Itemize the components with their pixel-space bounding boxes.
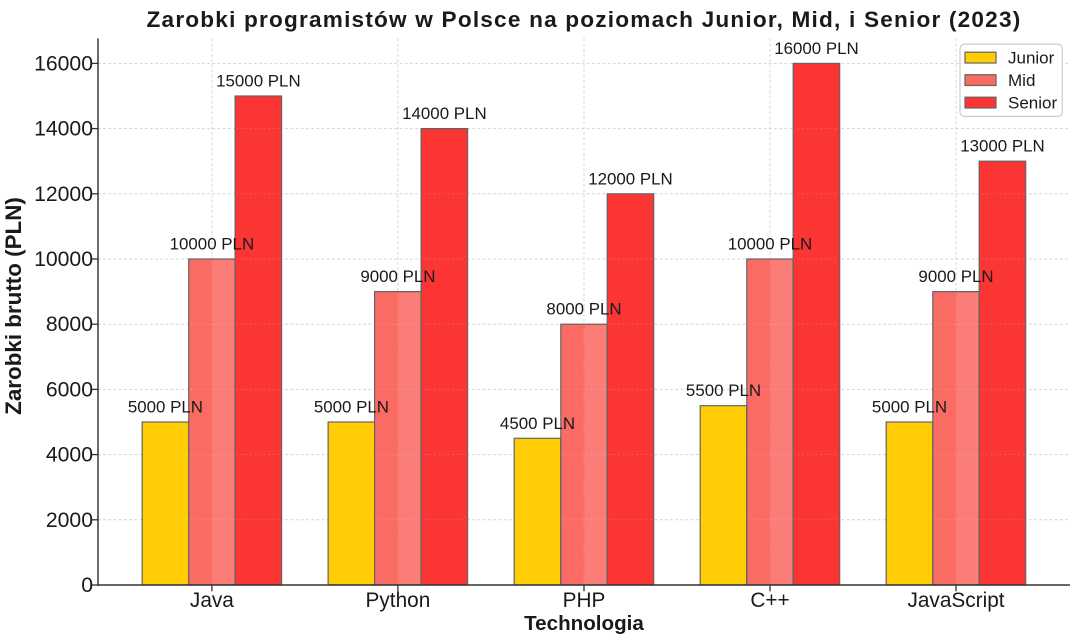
svg-text:C++: C++ bbox=[750, 589, 789, 612]
svg-text:5500 PLN: 5500 PLN bbox=[686, 381, 761, 400]
svg-text:15000 PLN: 15000 PLN bbox=[216, 72, 301, 91]
svg-text:4000: 4000 bbox=[46, 444, 93, 467]
svg-text:8000: 8000 bbox=[46, 313, 93, 336]
svg-text:4500 PLN: 4500 PLN bbox=[500, 414, 575, 433]
svg-text:Java: Java bbox=[190, 589, 234, 612]
svg-text:2000: 2000 bbox=[46, 509, 93, 532]
svg-text:13000 PLN: 13000 PLN bbox=[960, 137, 1045, 156]
svg-text:16000 PLN: 16000 PLN bbox=[774, 39, 859, 58]
svg-text:16000: 16000 bbox=[34, 52, 93, 75]
svg-text:5000 PLN: 5000 PLN bbox=[314, 398, 389, 417]
svg-text:JavaScript: JavaScript bbox=[907, 589, 1004, 612]
svg-text:12000: 12000 bbox=[34, 183, 93, 206]
svg-text:14000: 14000 bbox=[34, 118, 93, 141]
svg-text:9000 PLN: 9000 PLN bbox=[360, 267, 435, 286]
svg-text:PHP: PHP bbox=[563, 589, 606, 612]
svg-text:10000 PLN: 10000 PLN bbox=[728, 235, 813, 254]
svg-text:5000 PLN: 5000 PLN bbox=[128, 398, 203, 417]
svg-text:8000 PLN: 8000 PLN bbox=[546, 300, 621, 319]
svg-text:12000 PLN: 12000 PLN bbox=[588, 169, 673, 188]
svg-text:Junior: Junior bbox=[1008, 49, 1055, 68]
svg-text:Zarobki programistów w Polsce: Zarobki programistów w Polsce na pozioma… bbox=[147, 7, 1022, 32]
svg-text:5000 PLN: 5000 PLN bbox=[872, 398, 947, 417]
svg-text:Zarobki brutto (PLN): Zarobki brutto (PLN) bbox=[1, 197, 26, 415]
svg-text:Senior: Senior bbox=[1008, 94, 1057, 113]
svg-text:14000 PLN: 14000 PLN bbox=[402, 104, 487, 123]
svg-text:10000 PLN: 10000 PLN bbox=[170, 235, 255, 254]
svg-text:0: 0 bbox=[81, 574, 93, 597]
svg-text:10000: 10000 bbox=[34, 248, 93, 271]
svg-text:Mid: Mid bbox=[1008, 71, 1035, 90]
svg-text:Technologia: Technologia bbox=[524, 612, 644, 635]
svg-text:9000 PLN: 9000 PLN bbox=[918, 267, 993, 286]
svg-text:Python: Python bbox=[366, 589, 431, 612]
svg-text:6000: 6000 bbox=[46, 378, 93, 401]
